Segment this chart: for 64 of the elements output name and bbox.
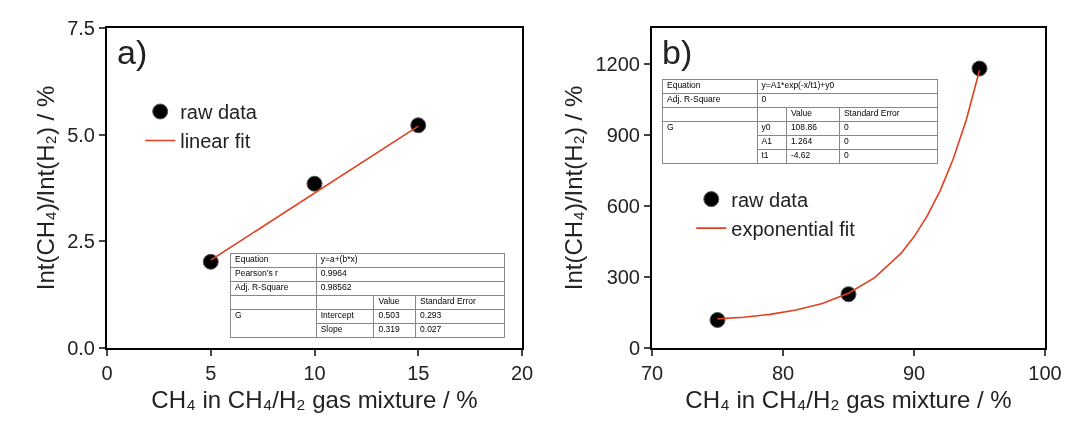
annotation: 0 (839, 135, 938, 150)
x-tick-label: 80 (771, 362, 795, 384)
annotation: 108.86 (786, 121, 840, 136)
annotation: Intercept (316, 309, 374, 324)
annotation: 0.503 (373, 309, 416, 324)
x-tick-label: 90 (902, 362, 926, 384)
annotation: A1 (757, 135, 787, 150)
annotation: 1.264 (786, 135, 840, 150)
annotation: 0 (839, 149, 938, 164)
y-tick-label: 1200 (595, 52, 640, 75)
x-axis-title: CH₄ in CH₄/H₂ gas mixture / % (685, 385, 1012, 413)
annotation: Equation (662, 79, 757, 94)
annotation: b) (662, 33, 693, 71)
point (410, 117, 427, 134)
x-tick-label: 10 (303, 362, 326, 384)
annotation: Equation (230, 253, 317, 268)
point (306, 175, 323, 192)
point (709, 312, 726, 329)
annotation: 0 (757, 93, 938, 108)
y-tick-label: 2.5 (67, 230, 95, 253)
annotation: Standard Error (839, 107, 938, 122)
annotation: Slope (316, 323, 374, 338)
annotation: y=a+(b*x) (316, 253, 505, 268)
annotation: 0.9964 (316, 267, 505, 282)
legend-label: linear fit (180, 130, 251, 153)
annotation: G (662, 121, 757, 164)
annotation: -4.62 (786, 149, 840, 164)
annotation: 0.319 (373, 323, 416, 338)
y-tick-label: 5.0 (67, 123, 95, 146)
y-tick-label: 0 (628, 337, 640, 359)
y-tick-label: 600 (606, 194, 640, 217)
point (202, 253, 219, 270)
x-tick-label: 5 (205, 362, 217, 384)
annotation: Adj. R-Square (662, 93, 757, 108)
y-tick-label: 300 (606, 265, 640, 288)
annotation: y=A1*exp(-x/t1)+y0 (757, 79, 938, 94)
annotation: y0 (757, 121, 787, 136)
x-tick-label: 70 (640, 362, 664, 384)
annotation: t1 (757, 149, 787, 164)
y-tick-label: 7.5 (67, 17, 95, 39)
annotation: 0.293 (415, 309, 505, 324)
y-axis-title: Int(CH₄)/Int(H₂) / % (560, 85, 588, 291)
x-tick-label: 20 (510, 362, 534, 384)
x-axis-title: CH₄ in CH₄/H₂ gas mixture / % (151, 385, 478, 413)
annotation: a) (117, 33, 148, 71)
annotation: Value (786, 107, 840, 122)
annotation: 0 (839, 121, 938, 136)
x-tick-label: 15 (407, 362, 430, 384)
y-tick-label: 900 (606, 123, 640, 146)
y-axis-title: Int(CH₄)/Int(H₂) / % (31, 85, 59, 291)
annotation: G (230, 309, 317, 338)
x-tick-label: 100 (1028, 362, 1062, 384)
annotation: 0.027 (415, 323, 505, 338)
legend-label: raw data (180, 101, 258, 124)
y-tick-label: 0.0 (67, 337, 95, 359)
point (971, 60, 988, 77)
annotation: Adj. R-Square (230, 281, 317, 296)
legend-label: raw data (731, 188, 809, 211)
annotation: Value (373, 295, 416, 310)
annotation: 0.98562 (316, 281, 505, 296)
legend-label: exponential fit (731, 217, 856, 240)
annotation: Pearson’s r (230, 267, 317, 282)
annotation: Standard Error (415, 295, 505, 310)
x-tick-label: 0 (101, 362, 113, 384)
